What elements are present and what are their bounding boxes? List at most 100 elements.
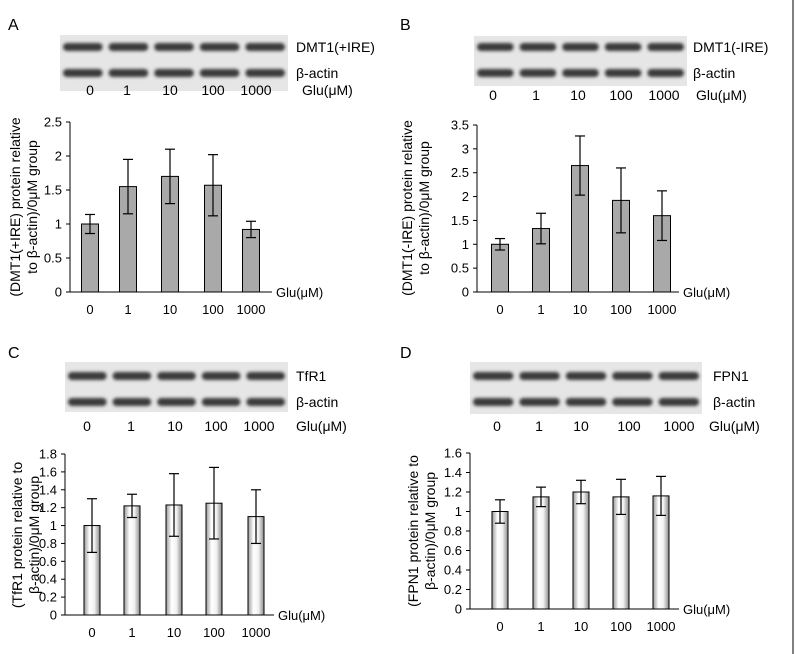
y-tick-label: 1.2 [39,500,57,515]
target-band [519,43,557,51]
target-band [565,372,607,380]
blot-lane-label: 0 [489,87,497,103]
bar [81,223,99,293]
y-tick-label: 0.6 [39,554,57,569]
blot-unit-label: Glu(μM) [296,418,347,434]
panel-letter: D [400,345,412,362]
target-band [245,43,285,51]
y-tick-label: 0.5 [44,251,62,266]
y-tick-label: 2.5 [44,115,62,130]
target-band [108,43,149,51]
actin-band [108,69,149,77]
x-tick-label: 1 [537,619,544,634]
y-axis-label: (DMT1(-IRE) protein relativeto β-actin)/… [399,120,432,296]
blot-lane-label: 100 [201,82,225,98]
y-tick-label: 1.4 [39,482,57,497]
target-band [473,372,514,380]
target-band [157,372,196,380]
y-axis-label-line2: to β-actin)/0μM group [24,140,40,274]
y-axis-label: (TfR1 protein relative toβ-actin)/0μM gr… [9,462,42,608]
significance-marker: ** [204,0,223,6]
y-tick-label: 1.5 [451,213,469,228]
x-tick-label: 1000 [647,619,676,634]
target-band [477,43,514,51]
x-tick-label: 100 [202,302,224,317]
x-tick-label: 10 [167,625,181,640]
target-band [63,43,103,51]
blot-lane-label: 0 [493,418,501,434]
bar [242,228,260,293]
y-tick-label: 1 [462,237,469,252]
actin-band [245,69,285,77]
x-tick-label: 100 [610,302,632,317]
y-tick-label: 2 [462,189,469,204]
bar-chart: 0 0.2 0.4 0.6 0.8 1 1.2 1.4 1.6 0 1 10 100 1000 Glu(μM… [405,446,730,635]
y-tick-label: 0.5 [451,261,469,276]
y-axis-label-line2: to β-actin)/0μM group [416,141,432,275]
blot-lane-label: 100 [617,418,641,434]
y-tick-label: 0.4 [444,563,462,578]
y-tick-label: 1.5 [44,183,62,198]
y-tick-label: 0 [462,285,469,300]
actin-band [519,69,557,77]
blot-lane-label: 1 [535,418,543,434]
actin-band [157,398,196,406]
blot-actin-label: β-actin [713,394,755,410]
blot-protein-label: DMT1(-IRE) [693,39,768,55]
blot-lane-label: 10 [570,87,586,103]
y-tick-label: 0 [455,602,462,617]
blot-protein-label: FPN1 [713,368,749,384]
blot-actin-label: β-actin [296,394,338,410]
blot-actin-label: β-actin [296,65,338,81]
y-axis-label-line2: β-actin)/0μM group [26,476,42,594]
x-tick-label: 100 [610,619,632,634]
y-tick-label: 0.2 [444,582,462,597]
x-tick-label: 10 [574,619,588,634]
x-tick-label: 1000 [237,302,266,317]
y-tick-label: 0.6 [444,543,462,558]
y-tick-label: 2 [55,149,62,164]
bar [572,491,590,610]
bar [532,496,550,610]
blot-lane-label: 1000 [648,87,679,103]
actin-band [612,398,653,406]
blot-unit-label: Glu(μM) [696,87,747,103]
y-tick-label: 0 [55,285,62,300]
target-band [246,372,285,380]
x-tick-label: 1000 [648,302,677,317]
significance-marker: ** [571,0,590,6]
x-tick-label: 10 [163,302,177,317]
x-axis-label: Glu(μM) [683,285,730,300]
y-axis-label-line1: (FPN1 protein relative to [405,455,421,607]
blot-lane-label: 1 [532,87,540,103]
bar [491,511,509,610]
actin-band [199,69,240,77]
blot-lane-label: 0 [86,82,94,98]
blot-protein-label: DMT1(+IRE) [296,39,375,55]
actin-band [565,398,607,406]
western-blot-image [474,36,687,86]
actin-band [68,398,107,406]
bar [123,505,141,616]
y-tick-label: 3.5 [451,118,469,133]
y-axis-label-line1: (DMT1(-IRE) protein relative [399,120,415,296]
bar-chart: 00.511.522.50**1**10**1001000Glu(μM)(DMT… [7,0,323,317]
target-band [112,372,152,380]
actin-band [604,69,642,77]
blot-lane-label: 10 [573,418,589,434]
actin-band [201,398,241,406]
blot-unit-label: Glu(μM) [302,82,353,98]
y-tick-label: 1 [455,504,462,519]
significance-marker: ** [119,0,138,6]
bar-chart: 00.511.522.533.501**10**100*1000Glu(μM)(… [399,0,730,317]
actin-band [477,69,514,77]
actin-band [658,398,699,406]
blot-protein-label: TfR1 [296,368,327,384]
actin-band [246,398,285,406]
western-blot-image [60,35,288,91]
actin-band [562,69,599,77]
y-tick-label: 0.2 [39,590,57,605]
